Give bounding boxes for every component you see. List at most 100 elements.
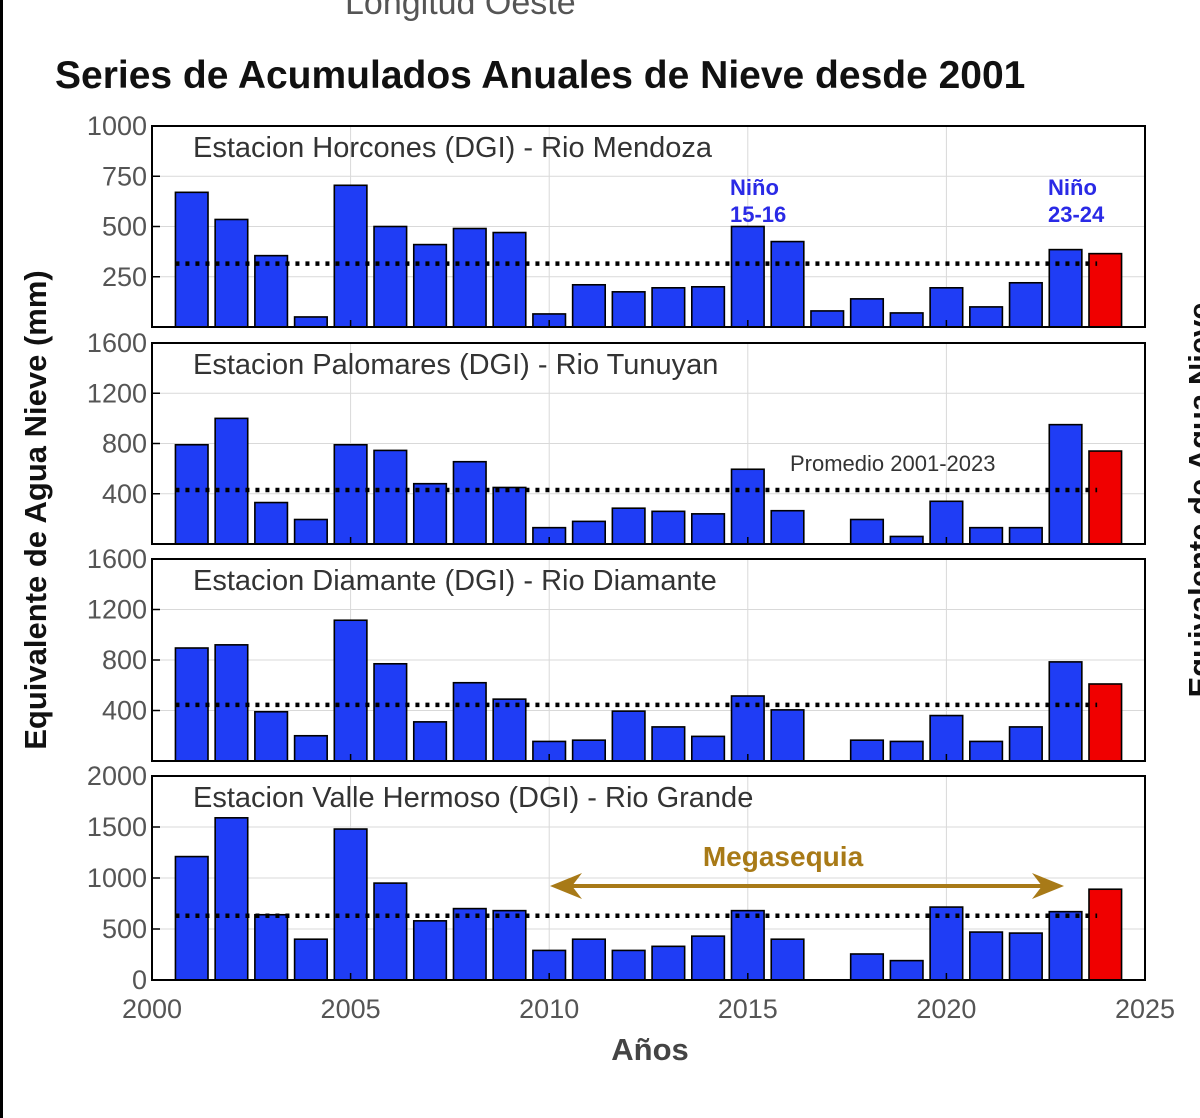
bar bbox=[690, 735, 726, 762]
bar bbox=[452, 681, 487, 762]
bar bbox=[452, 907, 487, 981]
nino-annotation-line2: 15-16 bbox=[730, 202, 786, 227]
bar bbox=[889, 959, 924, 981]
bar bbox=[412, 721, 448, 762]
bar bbox=[174, 191, 209, 328]
x-tick-label: 2000 bbox=[122, 994, 182, 1024]
x-axis-title: Años bbox=[611, 1032, 689, 1067]
bar bbox=[770, 240, 805, 328]
bar bbox=[889, 312, 924, 328]
bar bbox=[412, 482, 448, 545]
panel-title: Estacion Palomares (DGI) - Rio Tunuyan bbox=[193, 349, 718, 381]
bar bbox=[571, 520, 607, 545]
left-border-line bbox=[0, 0, 3, 1118]
y-tick-label: 250 bbox=[102, 262, 147, 292]
panel-title: Estacion Horcones (DGI) - Rio Mendoza bbox=[193, 132, 713, 164]
y-tick-label: 1500 bbox=[87, 812, 147, 842]
bar bbox=[333, 619, 368, 762]
bar bbox=[254, 501, 289, 545]
bar bbox=[1008, 526, 1043, 545]
bar bbox=[293, 518, 328, 545]
megasequia-arrowhead-left bbox=[550, 873, 582, 899]
panel-title: Estacion Diamante (DGI) - Rio Diamante bbox=[193, 565, 717, 597]
nino-annotation-line1: Niño bbox=[730, 175, 779, 200]
bar-current-year bbox=[1088, 252, 1123, 328]
bar bbox=[929, 906, 964, 981]
nino-annotation-line2: 23-24 bbox=[1048, 202, 1105, 227]
bar bbox=[373, 662, 408, 762]
x-tick-label: 2015 bbox=[718, 994, 778, 1024]
y-tick-label: 1600 bbox=[87, 544, 147, 574]
bar bbox=[293, 316, 328, 328]
bar bbox=[730, 225, 765, 328]
bar bbox=[174, 443, 209, 545]
bar bbox=[214, 218, 249, 328]
bar bbox=[492, 698, 527, 762]
bar bbox=[1048, 910, 1083, 981]
bar-current-year bbox=[1088, 888, 1123, 981]
panel-4: 0 500 1000 1500 2000 Estacion Valle Hermoso (… bbox=[87, 761, 1175, 1024]
bar bbox=[969, 526, 1004, 545]
x-tick-label: 2005 bbox=[321, 994, 381, 1024]
bar bbox=[412, 920, 448, 981]
y-tick-label: 400 bbox=[102, 479, 147, 509]
bar bbox=[571, 739, 607, 762]
bar bbox=[293, 938, 328, 981]
bar bbox=[571, 938, 607, 981]
bar bbox=[690, 285, 726, 328]
bar-current-year bbox=[1088, 683, 1123, 762]
top-axis-label: Longitud Oeste bbox=[345, 0, 576, 22]
y-tick-label: 400 bbox=[102, 696, 147, 726]
bar bbox=[849, 739, 885, 762]
bar bbox=[770, 509, 805, 545]
bar bbox=[214, 417, 249, 545]
bar bbox=[730, 468, 765, 545]
bar bbox=[810, 310, 845, 328]
bar bbox=[849, 518, 885, 545]
bar bbox=[929, 500, 964, 545]
bar bbox=[492, 231, 527, 328]
bar bbox=[174, 647, 209, 762]
bar bbox=[730, 909, 765, 981]
y-tick-label: 2000 bbox=[87, 761, 147, 791]
bar bbox=[492, 909, 527, 981]
bar bbox=[254, 254, 289, 328]
bar bbox=[690, 935, 726, 981]
panel-2: 400 800 1200 1600 Estacion Palomares (DGI) -… bbox=[87, 328, 1146, 545]
y-tick-label: 800 bbox=[102, 645, 147, 675]
bar-current-year bbox=[1088, 450, 1123, 545]
bar bbox=[254, 710, 289, 762]
bar bbox=[1048, 423, 1083, 545]
y-tick-label: 800 bbox=[102, 429, 147, 459]
bar bbox=[969, 306, 1004, 328]
x-tick-label: 2020 bbox=[916, 994, 976, 1024]
bar bbox=[412, 243, 448, 328]
bar bbox=[611, 710, 646, 762]
panel-title: Estacion Valle Hermoso (DGI) - Rio Grand… bbox=[193, 782, 753, 814]
mean-label: Promedio 2001-2023 bbox=[790, 451, 995, 476]
bar bbox=[492, 486, 527, 545]
bar bbox=[1008, 281, 1043, 328]
bar bbox=[333, 184, 368, 328]
x-tick-label: 2025 bbox=[1115, 994, 1175, 1024]
bar bbox=[333, 828, 368, 981]
y-tick-label: 500 bbox=[102, 212, 147, 242]
chart-title: Series de Acumulados Anuales de Nieve de… bbox=[55, 54, 1026, 97]
bar bbox=[174, 855, 209, 981]
bar bbox=[690, 513, 726, 545]
bar bbox=[452, 460, 487, 545]
bar bbox=[293, 734, 328, 762]
bar bbox=[373, 882, 408, 981]
bar bbox=[571, 283, 607, 328]
megasequia-arrowhead-right bbox=[1032, 873, 1064, 899]
bar bbox=[214, 817, 249, 981]
y-tick-label: 1000 bbox=[87, 863, 147, 893]
y-tick-label: 1600 bbox=[87, 328, 147, 358]
y-tick-label: 750 bbox=[102, 161, 147, 191]
bar bbox=[889, 740, 924, 762]
bar bbox=[969, 740, 1004, 762]
nino-annotation-line1: Niño bbox=[1048, 175, 1097, 200]
panel-1: 250 500 750 1000 Estacion Horcones (DGI) - R… bbox=[87, 111, 1146, 328]
y-tick-label: 0 bbox=[132, 965, 147, 995]
